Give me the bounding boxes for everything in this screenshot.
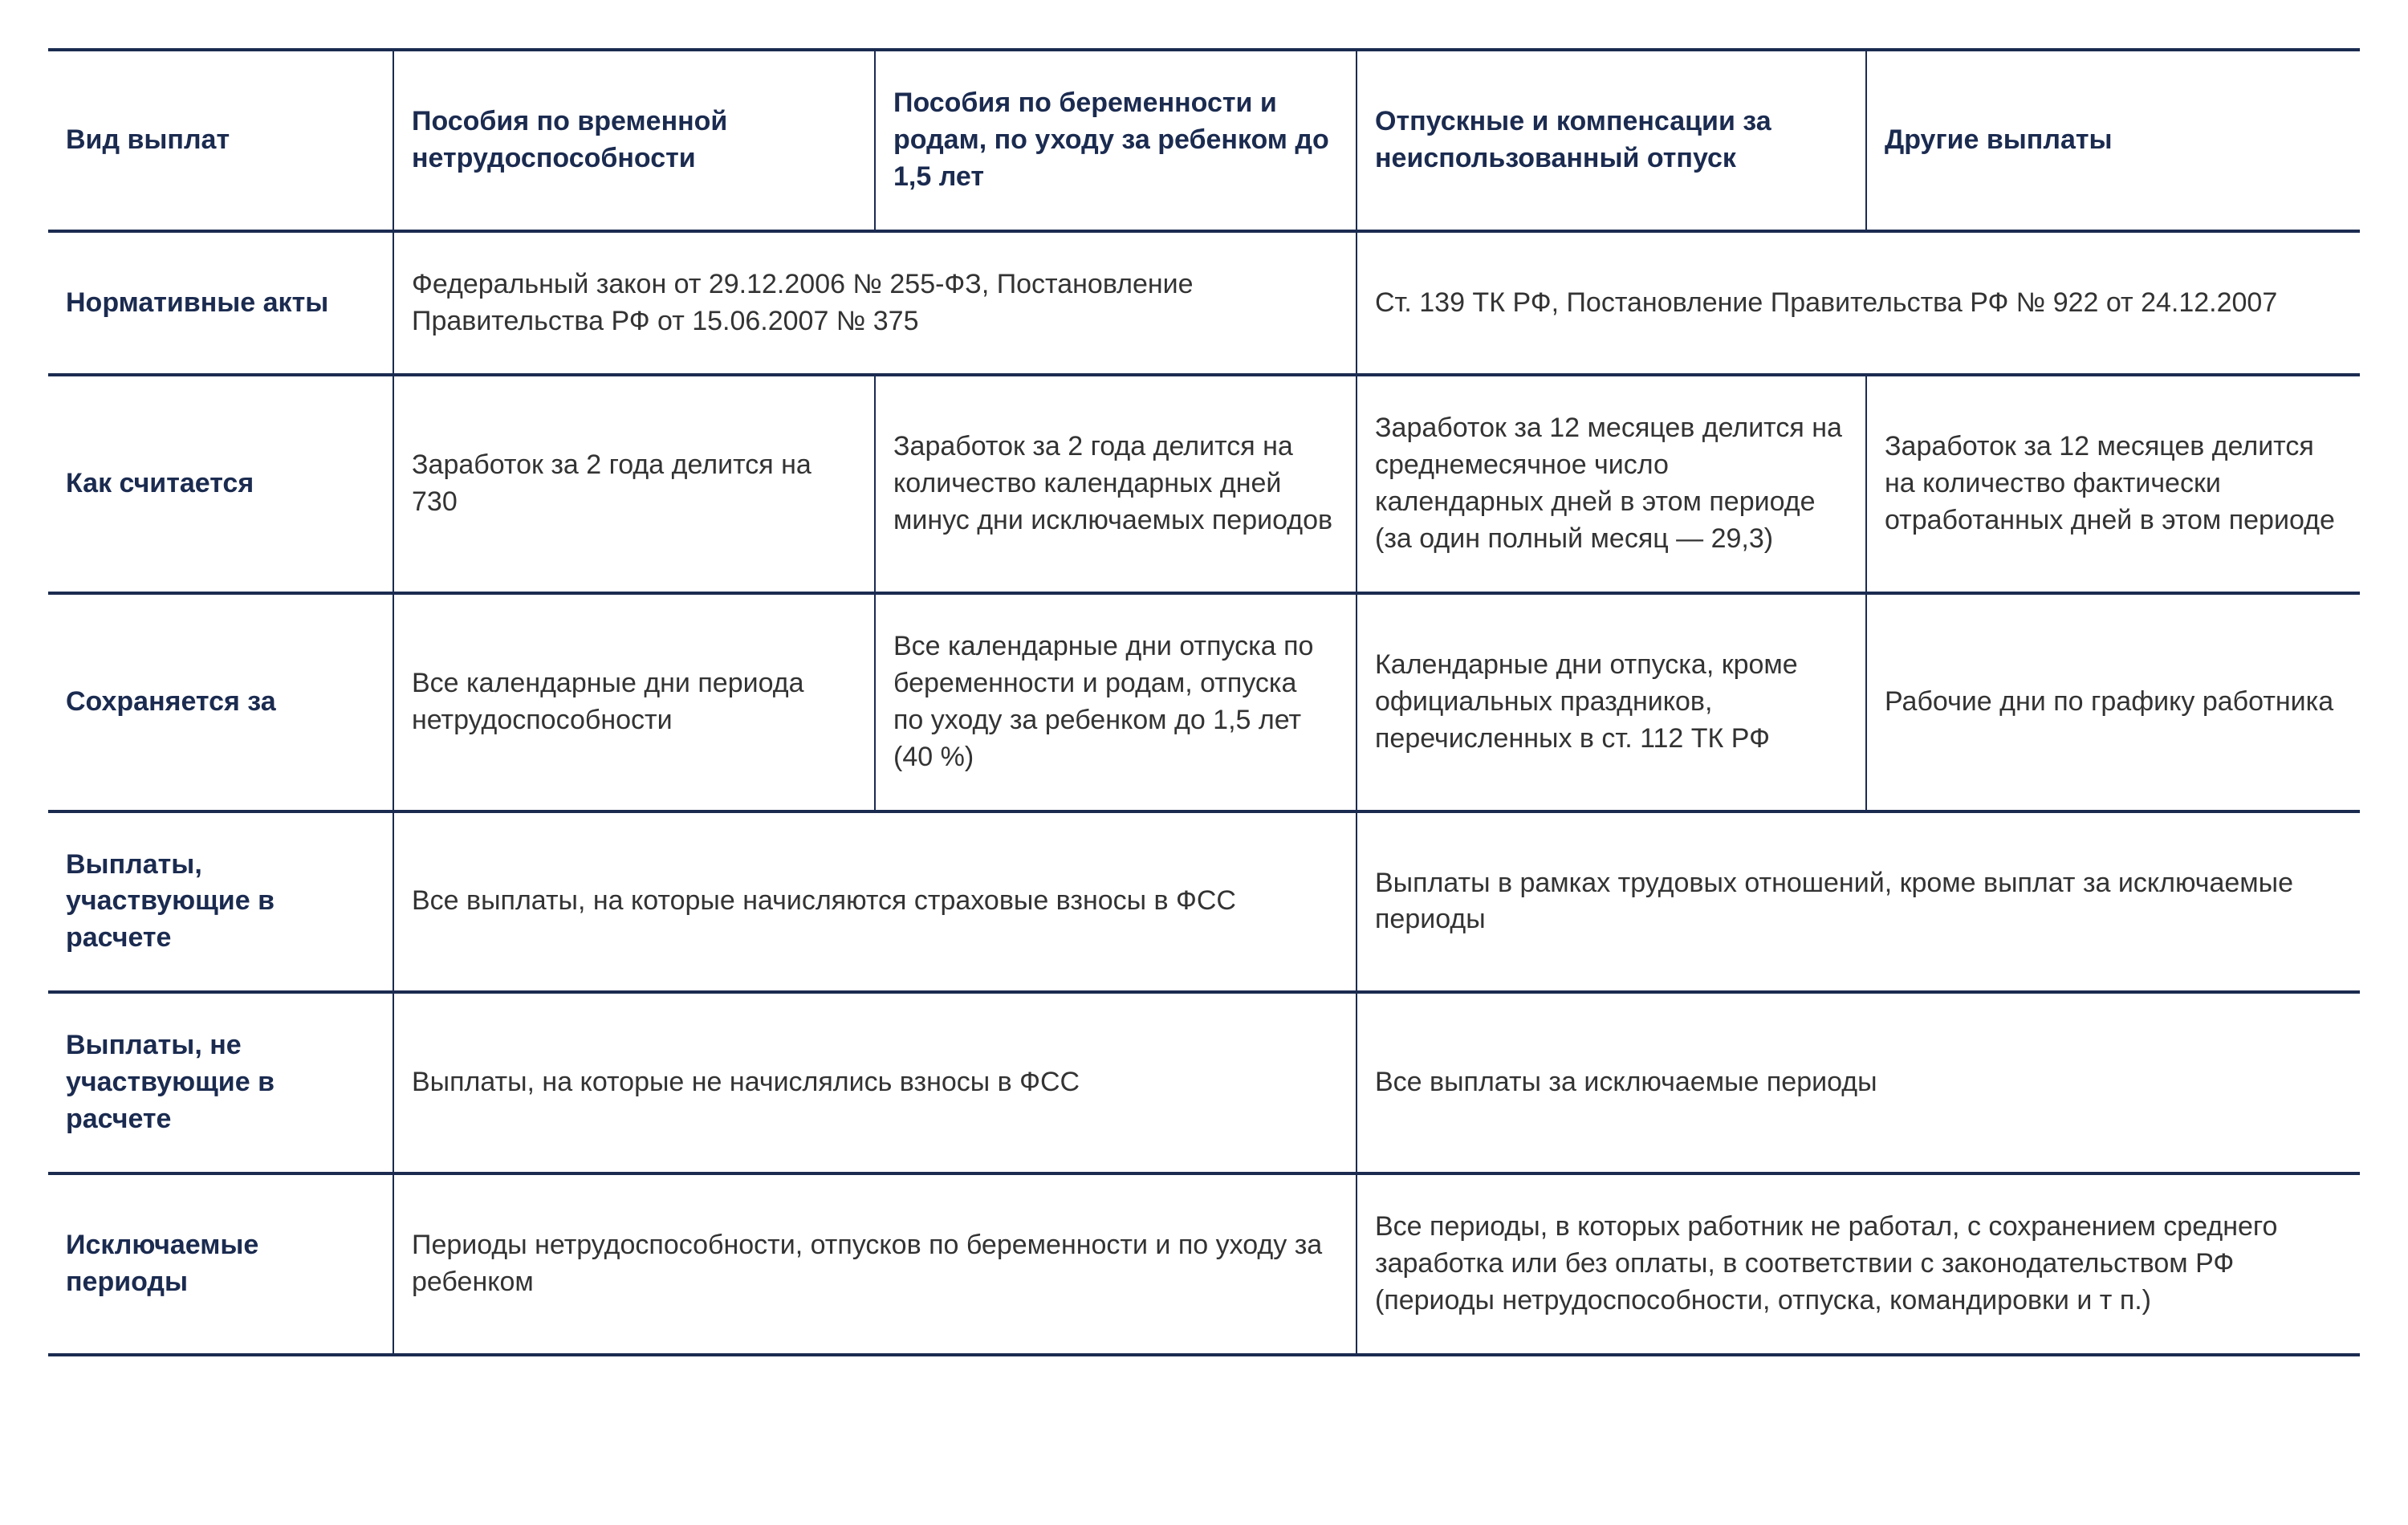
table-cell: Заработок за 12 месяцев делится на средн… xyxy=(1357,375,1866,593)
table-cell: Периоды нетрудоспособности, отпусков по … xyxy=(393,1173,1357,1355)
table-cell: Все периоды, в которых работник не работ… xyxy=(1357,1173,2360,1355)
table-cell: Все календарные дни периода нетрудоспосо… xyxy=(393,593,875,811)
row-header: Выплаты, не участвующие в расчете xyxy=(48,992,393,1173)
table-row: Нормативные актыФедеральный закон от 29.… xyxy=(48,231,2360,376)
col-header: Пособия по беременности и родам, по уход… xyxy=(875,50,1357,231)
table-header-row: Вид выплат Пособия по временной нетрудос… xyxy=(48,50,2360,231)
col-header: Отпускные и компенсации за неиспользован… xyxy=(1357,50,1866,231)
table-body: Нормативные актыФедеральный закон от 29.… xyxy=(48,231,2360,1355)
table-cell: Заработок за 2 года делится на 730 xyxy=(393,375,875,593)
table-cell: Все выплаты за исключаемые периоды xyxy=(1357,992,2360,1173)
row-header: Исключаемые периоды xyxy=(48,1173,393,1355)
table-cell: Все выплаты, на которые начисляются стра… xyxy=(393,811,1357,993)
table-cell: Федеральный закон от 29.12.2006 № 255-ФЗ… xyxy=(393,231,1357,376)
table-row: Сохраняется заВсе календарные дни период… xyxy=(48,593,2360,811)
table-cell: Ст. 139 ТК РФ, Постановление Правительст… xyxy=(1357,231,2360,376)
row-header: Сохраняется за xyxy=(48,593,393,811)
table-cell: Все календарные дни отпуска по беременно… xyxy=(875,593,1357,811)
table-cell: Рабочие дни по графику работника xyxy=(1866,593,2360,811)
table-cell: Выплаты в рамках трудовых отношений, кро… xyxy=(1357,811,2360,993)
table-row: Как считаетсяЗаработок за 2 года делится… xyxy=(48,375,2360,593)
col-header: Пособия по временной нетрудоспособности xyxy=(393,50,875,231)
row-header: Как считается xyxy=(48,375,393,593)
row-header: Нормативные акты xyxy=(48,231,393,376)
table-cell: Заработок за 2 года делится на количеств… xyxy=(875,375,1357,593)
table-cell: Календарные дни отпуска, кроме официальн… xyxy=(1357,593,1866,811)
table-row: Исключаемые периодыПериоды нетрудоспособ… xyxy=(48,1173,2360,1355)
col-header: Вид выплат xyxy=(48,50,393,231)
table-row: Выплаты, не участвующие в расчетеВыплаты… xyxy=(48,992,2360,1173)
table-cell: Заработок за 12 месяцев делится на колич… xyxy=(1866,375,2360,593)
payments-table: Вид выплат Пособия по временной нетрудос… xyxy=(48,48,2360,1356)
table-row: Выплаты, участвующие в расчетеВсе выплат… xyxy=(48,811,2360,993)
table-cell: Выплаты, на которые не начислялись взнос… xyxy=(393,992,1357,1173)
col-header: Другие выплаты xyxy=(1866,50,2360,231)
row-header: Выплаты, участвующие в расчете xyxy=(48,811,393,993)
